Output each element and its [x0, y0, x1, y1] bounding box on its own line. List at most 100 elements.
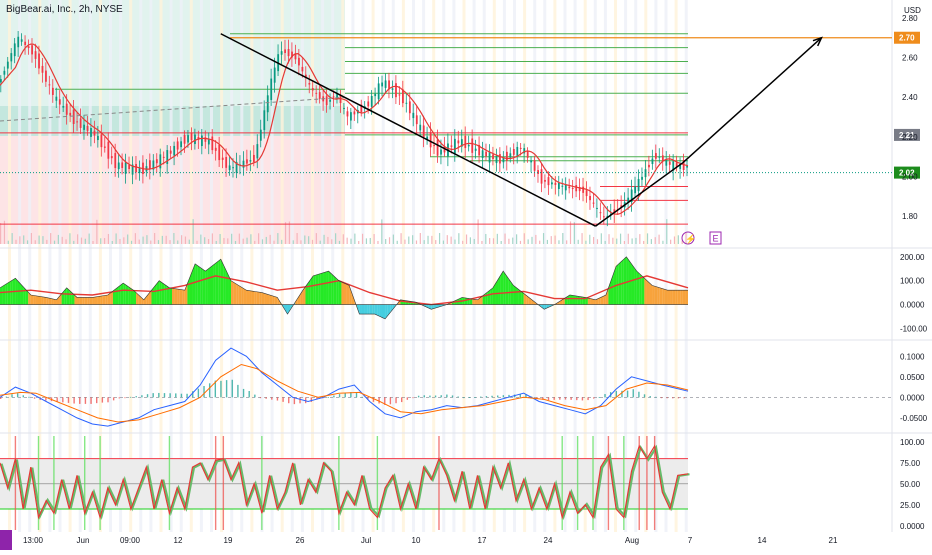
- candle-body[interactable]: [41, 65, 44, 73]
- candle-body[interactable]: [79, 118, 82, 128]
- earnings-marker-box[interactable]: [709, 231, 722, 245]
- candle-body[interactable]: [24, 41, 27, 46]
- candle-body[interactable]: [6, 61, 9, 69]
- candle-body[interactable]: [488, 151, 491, 163]
- candle-body[interactable]: [603, 216, 605, 218]
- candle-body[interactable]: [187, 135, 189, 143]
- candle-body[interactable]: [589, 195, 591, 201]
- candle-body[interactable]: [263, 110, 266, 131]
- candle-body[interactable]: [190, 132, 193, 141]
- stochastic-panel[interactable]: [0, 436, 690, 530]
- candle-body[interactable]: [544, 179, 546, 182]
- candle-body[interactable]: [86, 125, 89, 131]
- candle-body[interactable]: [20, 39, 23, 42]
- candle-body[interactable]: [384, 80, 387, 88]
- candle-body[interactable]: [443, 146, 446, 153]
- candle-body[interactable]: [454, 138, 456, 154]
- candle-body[interactable]: [655, 153, 657, 159]
- candle-body[interactable]: [474, 148, 477, 151]
- candle-body[interactable]: [315, 92, 318, 94]
- candle-body[interactable]: [270, 78, 273, 100]
- candle-body[interactable]: [571, 188, 574, 190]
- candle-body[interactable]: [93, 130, 96, 136]
- candle-body[interactable]: [55, 96, 58, 101]
- candle-body[interactable]: [575, 185, 578, 192]
- candle-body[interactable]: [408, 101, 411, 114]
- candle-body[interactable]: [648, 164, 650, 168]
- candle-body[interactable]: [450, 145, 453, 147]
- candle-body[interactable]: [131, 164, 134, 175]
- candle-body[interactable]: [422, 125, 425, 138]
- candle-body[interactable]: [332, 96, 335, 98]
- candle-body[interactable]: [471, 138, 474, 153]
- candle-body[interactable]: [284, 49, 286, 54]
- candle-body[interactable]: [350, 112, 352, 121]
- candle-body[interactable]: [658, 156, 661, 158]
- candle-body[interactable]: [502, 157, 505, 163]
- macd-series-line[interactable]: [0, 363, 689, 423]
- candle-body[interactable]: [107, 141, 110, 159]
- macd-series-line[interactable]: [0, 347, 689, 427]
- candle-body[interactable]: [308, 83, 311, 85]
- candle-body[interactable]: [672, 161, 675, 171]
- candle-body[interactable]: [252, 154, 255, 162]
- candle-body[interactable]: [388, 80, 390, 90]
- candle-body[interactable]: [211, 136, 214, 151]
- candle-body[interactable]: [152, 160, 155, 170]
- candle-body[interactable]: [121, 162, 124, 168]
- candle-body[interactable]: [561, 185, 564, 187]
- candle-body[interactable]: [287, 48, 290, 57]
- candle-body[interactable]: [592, 202, 595, 204]
- candle-body[interactable]: [530, 160, 533, 163]
- candle-body[interactable]: [62, 105, 65, 108]
- candle-body[interactable]: [505, 151, 508, 161]
- candle-body[interactable]: [499, 154, 501, 164]
- candle-body[interactable]: [298, 57, 300, 66]
- macd-panel[interactable]: [0, 347, 892, 427]
- candle-body[interactable]: [45, 70, 47, 82]
- candle-body[interactable]: [353, 111, 356, 115]
- candle-body[interactable]: [259, 129, 262, 141]
- candle-body[interactable]: [114, 153, 117, 169]
- candle-body[interactable]: [596, 207, 598, 209]
- candle-body[interactable]: [519, 147, 522, 149]
- candle-body[interactable]: [526, 151, 529, 158]
- candle-body[interactable]: [311, 88, 314, 91]
- candle-body[interactable]: [325, 96, 328, 106]
- candle-body[interactable]: [17, 36, 20, 48]
- candle-body[interactable]: [69, 112, 72, 116]
- candle-body[interactable]: [169, 150, 172, 154]
- candle-body[interactable]: [256, 144, 259, 159]
- candle-body[interactable]: [405, 102, 408, 104]
- candle-body[interactable]: [27, 46, 30, 49]
- candle-body[interactable]: [627, 197, 630, 203]
- candle-body[interactable]: [651, 158, 654, 165]
- candle-body[interactable]: [557, 182, 560, 190]
- candle-body[interactable]: [48, 84, 51, 86]
- candle-body[interactable]: [661, 155, 664, 162]
- candle-body[interactable]: [159, 154, 162, 169]
- candle-body[interactable]: [318, 92, 321, 99]
- candle-body[interactable]: [103, 146, 106, 148]
- candle-body[interactable]: [280, 51, 283, 55]
- candle-body[interactable]: [367, 101, 370, 107]
- candle-body[interactable]: [162, 156, 165, 158]
- candle-body[interactable]: [665, 158, 668, 166]
- candle-body[interactable]: [668, 161, 671, 165]
- candle-body[interactable]: [485, 151, 487, 157]
- candle-body[interactable]: [551, 182, 553, 185]
- candle-body[interactable]: [194, 134, 196, 145]
- candle-body[interactable]: [72, 109, 75, 124]
- candle-body[interactable]: [637, 178, 640, 192]
- candle-body[interactable]: [51, 87, 54, 95]
- candle-body[interactable]: [554, 182, 557, 185]
- candle-body[interactable]: [395, 83, 397, 98]
- candle-body[interactable]: [402, 89, 404, 104]
- candle-body[interactable]: [176, 141, 179, 150]
- candle-body[interactable]: [464, 135, 467, 149]
- candle-body[interactable]: [537, 170, 539, 174]
- candle-body[interactable]: [291, 51, 293, 58]
- candle-body[interactable]: [225, 156, 228, 168]
- candle-body[interactable]: [398, 94, 401, 96]
- candle-body[interactable]: [679, 163, 682, 169]
